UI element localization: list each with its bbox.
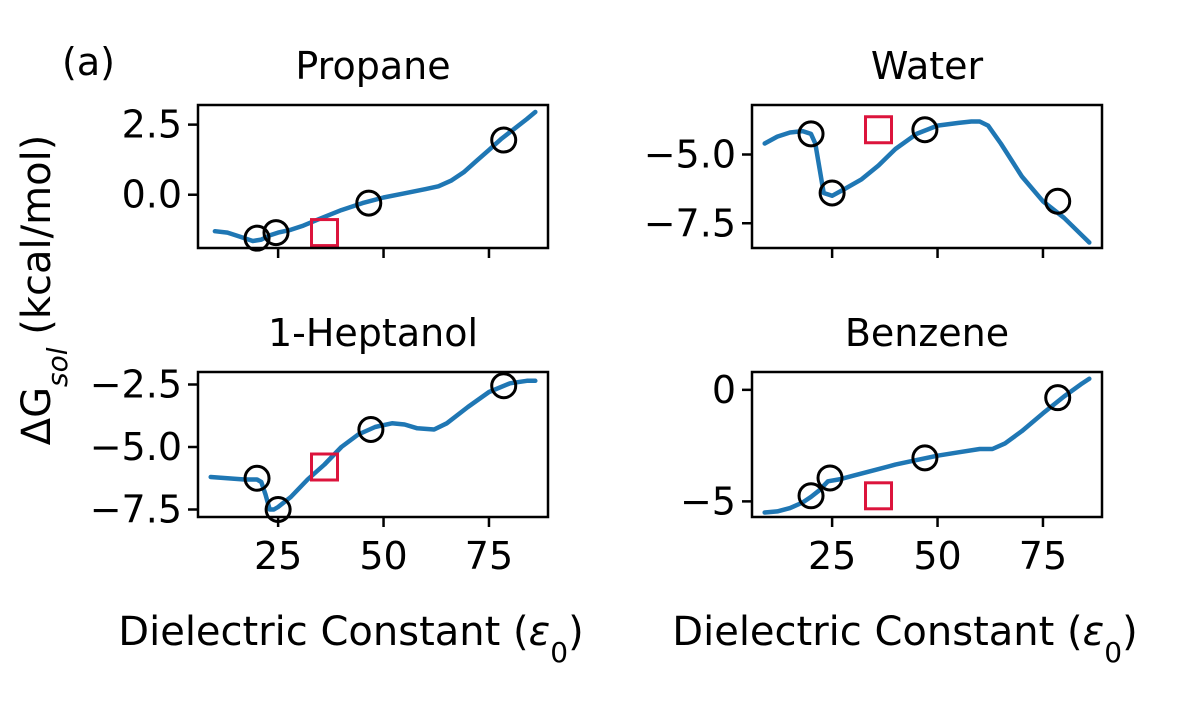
x-tick-label: 75 [465, 534, 513, 578]
panel-title: Water [871, 44, 984, 88]
y-tick-label: −2.5 [90, 363, 182, 407]
data-point-circle [816, 464, 844, 492]
data-point-square [310, 452, 340, 482]
data-point-circle [243, 224, 271, 252]
y-tick-label: 0.0 [122, 173, 182, 217]
data-point-circle [818, 179, 846, 207]
x-tick-label: 50 [359, 534, 407, 578]
y-tick-label: −7.5 [90, 488, 182, 532]
data-point-circle [262, 219, 290, 247]
panel-title: Propane [295, 44, 450, 88]
fit-line [762, 376, 1092, 515]
y-tick-label: −7.5 [644, 201, 736, 245]
y-tick-label: 2.5 [122, 103, 182, 147]
panel-title: 1-Heptanol [268, 311, 478, 355]
data-point-circle [911, 116, 939, 144]
y-tick-label: −5.0 [644, 133, 736, 177]
data-point-circle [243, 464, 271, 492]
y-tick-label: −5.0 [90, 425, 182, 469]
data-point-square [310, 218, 340, 248]
y-tick-label: 0 [712, 368, 736, 412]
y-tick-label: −5 [680, 479, 736, 523]
fit-line [208, 378, 538, 512]
x-tick-label: 25 [254, 534, 302, 578]
panel-label: (a) [62, 40, 115, 84]
x-tick-label: 25 [808, 534, 856, 578]
panel-propane: Propane 0.0 2.5 [122, 44, 550, 258]
shared-y-axis-label: ΔGsol (kcal/mol) [14, 135, 74, 446]
axes-frame [196, 103, 550, 250]
axes-frame [750, 103, 1104, 250]
axes-frame [196, 370, 550, 519]
axes-frame [750, 370, 1104, 519]
fit-line [212, 109, 538, 244]
data-point-circle [355, 189, 383, 217]
data-point-circle [357, 416, 385, 443]
data-point-square [864, 481, 894, 511]
data-point-circle [797, 482, 825, 510]
panel-1-heptanol: 1-Heptanol 25 50 75 −7.5 −5.0 −2.5 Dielectric C… [90, 311, 584, 669]
x-axis-label: Dielectric Constant (ε0) [118, 609, 583, 669]
x-axis-label: Dielectric Constant (ε0) [672, 609, 1137, 669]
data-point-circle [797, 120, 825, 148]
x-tick-label: 75 [1019, 534, 1067, 578]
panel-benzene: Benzene 25 50 75 −5 0 Dielectric Constant (ε0) [672, 311, 1137, 669]
panel-title: Benzene [845, 311, 1009, 355]
data-point-square [864, 115, 894, 145]
data-point-circle [1044, 187, 1072, 215]
panel-water: Water −7.5 −5.0 [644, 44, 1104, 258]
x-tick-label: 50 [913, 534, 961, 578]
data-point-circle [490, 126, 518, 154]
data-point-circle [1044, 384, 1072, 412]
data-point-circle [911, 444, 939, 472]
data-point-circle [490, 372, 518, 400]
fit-line [762, 119, 1092, 245]
